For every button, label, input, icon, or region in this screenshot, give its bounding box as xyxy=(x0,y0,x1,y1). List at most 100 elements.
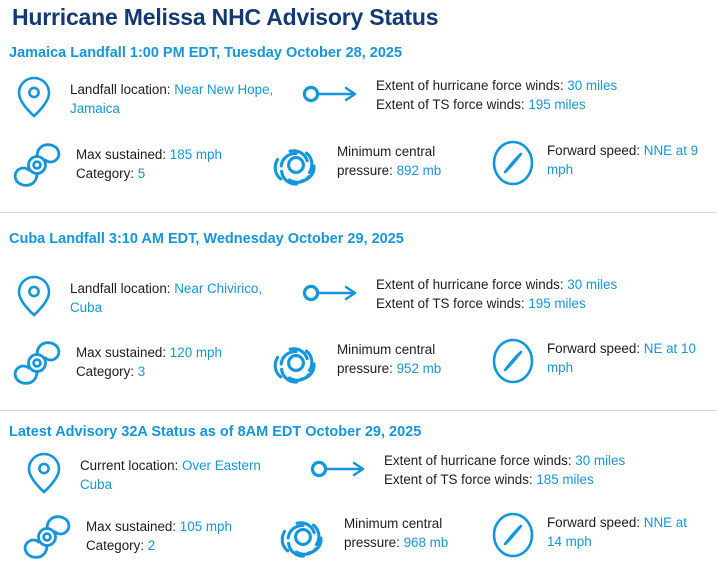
ts-wind-extent-label: Extent of TS force winds: xyxy=(376,296,525,311)
ts-wind-extent-line: Extent of TS force winds: 195 miles xyxy=(376,296,586,311)
hurricane-wind-extent-line: Extent of hurricane force winds: 30 mile… xyxy=(376,78,617,93)
compass-icon xyxy=(489,138,537,188)
wind-extent-cell: Extent of hurricane force winds: 30 mile… xyxy=(310,453,710,489)
wind-extent-text: Extent of hurricane force winds: 30 mile… xyxy=(376,76,696,114)
section-latest-advisory: Latest Advisory 32A Status as of 8AM EDT… xyxy=(0,424,717,440)
max-sustained-value: 105 mph xyxy=(179,519,232,534)
category-value: 5 xyxy=(137,166,146,181)
landfall-location-text: Landfall location: Near Chivirico, Cuba xyxy=(70,279,270,317)
intensity-cell: Max sustained: 105 mph Category: 2 xyxy=(20,512,270,562)
cyclone-swirl-icon xyxy=(265,334,327,392)
pressure-value: 952 mb xyxy=(396,361,442,376)
section-divider xyxy=(0,212,717,213)
hurricane-symbol-icon xyxy=(10,140,64,190)
pressure-text: Minimum central pressure: 968 mb xyxy=(344,514,484,552)
max-sustained-label: Max sustained: xyxy=(86,519,177,534)
category-line: Category: 2 xyxy=(86,538,155,553)
landfall-location-label: Landfall location: xyxy=(70,281,171,296)
category-label: Category: xyxy=(86,538,145,553)
cyclone-swirl-icon xyxy=(265,136,327,194)
hurricane-wind-extent-value: 30 miles xyxy=(567,78,618,93)
intensity-text: Max sustained: 185 mph Category: 5 xyxy=(76,145,256,183)
section-cuba-landfall: Cuba Landfall 3:10 AM EDT, Wednesday Oct… xyxy=(0,231,717,247)
current-location-text: Current location: Over Eastern Cuba xyxy=(80,456,285,494)
section-title: Latest Advisory 32A Status as of 8AM EDT… xyxy=(9,424,422,440)
max-sustained-label: Max sustained: xyxy=(76,147,167,162)
forward-speed-cell: Forward speed: NE at 10 mph xyxy=(489,336,714,386)
wind-extent-text: Extent of hurricane force winds: 30 mile… xyxy=(384,451,704,489)
category-value: 3 xyxy=(137,364,146,379)
max-sustained-line: Max sustained: 120 mph xyxy=(76,345,222,360)
max-sustained-line: Max sustained: 185 mph xyxy=(76,147,222,162)
landfall-location-cell: Landfall location: Near New Hope, Jamaic… xyxy=(14,74,299,120)
pressure-value: 968 mb xyxy=(403,535,449,550)
pressure-label: Minimum central pressure: xyxy=(337,342,436,376)
ts-wind-extent-value: 185 miles xyxy=(536,472,594,487)
pressure-cell: Minimum central pressure: 968 mb xyxy=(272,508,492,566)
landfall-location-text: Landfall location: Near New Hope, Jamaic… xyxy=(70,80,285,118)
hurricane-symbol-icon xyxy=(20,512,74,562)
pressure-cell: Minimum central pressure: 892 mb xyxy=(265,136,485,194)
hurricane-wind-extent-value: 30 miles xyxy=(575,453,626,468)
forward-speed-label: Forward speed: xyxy=(547,143,641,158)
section-divider xyxy=(0,410,717,411)
section-jamaica-landfall: Jamaica Landfall 1:00 PM EDT, Tuesday Oc… xyxy=(0,45,717,61)
hurricane-symbol-icon xyxy=(10,338,64,388)
category-label: Category: xyxy=(76,364,135,379)
wind-extent-cell: Extent of hurricane force winds: 30 mile… xyxy=(302,277,702,313)
forward-speed-text: Forward speed: NNE at 9 mph xyxy=(547,141,712,179)
max-sustained-label: Max sustained: xyxy=(76,345,167,360)
page-title: Hurricane Melissa NHC Advisory Status xyxy=(12,4,439,30)
compass-icon xyxy=(489,336,537,386)
pressure-label: Minimum central pressure: xyxy=(344,516,443,550)
intensity-cell: Max sustained: 120 mph Category: 3 xyxy=(10,338,260,388)
current-location-cell: Current location: Over Eastern Cuba xyxy=(24,450,314,496)
cyclone-swirl-icon xyxy=(272,508,334,566)
hurricane-wind-extent-label: Extent of hurricane force winds: xyxy=(384,453,572,468)
intensity-text: Max sustained: 105 mph Category: 2 xyxy=(86,517,266,555)
wind-extent-cell: Extent of hurricane force winds: 30 mile… xyxy=(302,78,702,114)
category-label: Category: xyxy=(76,166,135,181)
pressure-text: Minimum central pressure: 952 mb xyxy=(337,340,477,378)
landfall-location-value: Near Chivirico, Cuba xyxy=(70,281,263,315)
ts-wind-extent-line: Extent of TS force winds: 195 miles xyxy=(376,97,586,112)
current-location-label: Current location: xyxy=(80,458,179,473)
forward-speed-cell: Forward speed: NNE at 9 mph xyxy=(489,138,714,188)
hurricane-wind-extent-label: Extent of hurricane force winds: xyxy=(376,277,564,292)
pressure-value: 892 mb xyxy=(396,163,442,178)
forward-speed-text: Forward speed: NE at 10 mph xyxy=(547,339,707,377)
pressure-text: Minimum central pressure: 892 mb xyxy=(337,142,477,180)
map-pin-icon xyxy=(14,273,54,319)
wind-extent-arrow-icon xyxy=(310,458,370,480)
ts-wind-extent-line: Extent of TS force winds: 185 miles xyxy=(384,472,594,487)
wind-extent-arrow-icon xyxy=(302,282,362,304)
landfall-location-label: Landfall location: xyxy=(70,82,171,97)
wind-extent-text: Extent of hurricane force winds: 30 mile… xyxy=(376,275,696,313)
category-line: Category: 3 xyxy=(76,364,145,379)
map-pin-icon xyxy=(24,450,64,496)
ts-wind-extent-label: Extent of TS force winds: xyxy=(376,97,525,112)
intensity-text: Max sustained: 120 mph Category: 3 xyxy=(76,343,256,381)
forward-speed-value: NE at 10 mph xyxy=(547,341,696,375)
forward-speed-value: NNE at 14 mph xyxy=(547,515,687,549)
forward-speed-text: Forward speed: NNE at 14 mph xyxy=(547,513,702,551)
landfall-location-value: Near New Hope, Jamaica xyxy=(70,82,274,116)
section-title: Cuba Landfall 3:10 AM EDT, Wednesday Oct… xyxy=(9,231,404,247)
current-location-value: Over Eastern Cuba xyxy=(80,458,261,492)
pressure-cell: Minimum central pressure: 952 mb xyxy=(265,334,485,392)
forward-speed-label: Forward speed: xyxy=(547,341,641,356)
ts-wind-extent-value: 195 miles xyxy=(528,97,586,112)
max-sustained-value: 185 mph xyxy=(169,147,222,162)
compass-icon xyxy=(489,510,537,560)
max-sustained-line: Max sustained: 105 mph xyxy=(86,519,232,534)
ts-wind-extent-label: Extent of TS force winds: xyxy=(384,472,533,487)
ts-wind-extent-value: 195 miles xyxy=(528,296,586,311)
section-title: Jamaica Landfall 1:00 PM EDT, Tuesday Oc… xyxy=(9,45,403,61)
category-line: Category: 5 xyxy=(76,166,145,181)
forward-speed-label: Forward speed: xyxy=(547,515,641,530)
landfall-location-cell: Landfall location: Near Chivirico, Cuba xyxy=(14,273,299,319)
hurricane-wind-extent-label: Extent of hurricane force winds: xyxy=(376,78,564,93)
forward-speed-value: NNE at 9 mph xyxy=(547,143,699,177)
intensity-cell: Max sustained: 185 mph Category: 5 xyxy=(10,140,260,190)
map-pin-icon xyxy=(14,74,54,120)
